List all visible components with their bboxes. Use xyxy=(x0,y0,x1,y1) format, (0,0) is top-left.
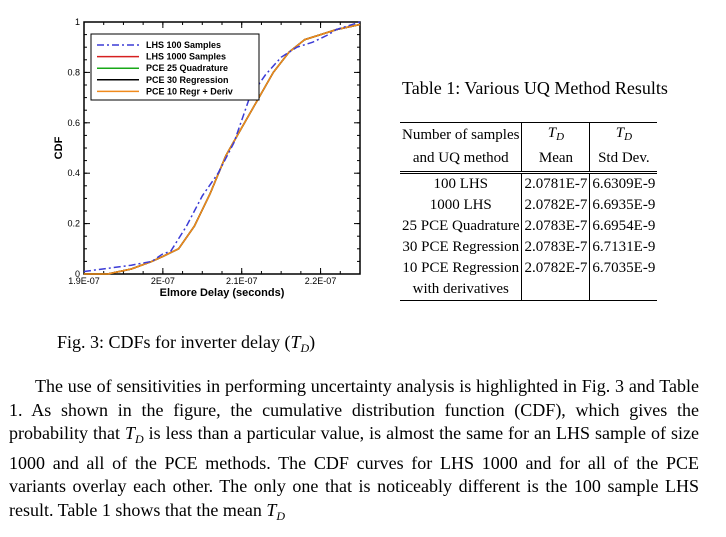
cell-std: 6.7131E-9 xyxy=(589,237,658,258)
y-tick-label: 1 xyxy=(75,17,80,27)
cell-method: 100 LHS xyxy=(433,176,489,192)
table-header-row: Number of samples TD TD xyxy=(400,122,658,148)
header-std-subscript: D xyxy=(624,131,633,143)
legend-label: PCE 25 Quadrature xyxy=(146,63,228,73)
cell-mean: 2.0782E-7 xyxy=(521,258,590,279)
figure-caption-symbol: T xyxy=(290,332,301,352)
legend-label: LHS 1000 Samples xyxy=(146,52,226,62)
series-line xyxy=(84,23,361,275)
cell-mean: 2.0783E-7 xyxy=(521,216,590,237)
cell-std xyxy=(589,279,658,301)
cell-std: 6.7035E-9 xyxy=(589,258,658,279)
cell-std: 6.6954E-9 xyxy=(589,216,658,237)
cell-mean: 2.0781E-7 xyxy=(521,172,590,195)
body-subscript-2: D xyxy=(276,508,286,523)
figure-caption-prefix: Fig. 3: CDFs for inverter delay ( xyxy=(57,332,291,352)
figure-caption-suffix: ) xyxy=(309,332,316,352)
body-text-part2: is less than a particular value, is almo… xyxy=(9,423,699,520)
header-method-line1: Number of samples xyxy=(400,122,522,148)
header-mean-subscript: D xyxy=(556,131,565,143)
table-caption: Table 1: Various UQ Method Results xyxy=(402,78,668,98)
header-method-line2: and UQ method xyxy=(400,148,522,174)
figure-caption-subscript: D xyxy=(300,341,310,355)
table-row: 1000 LHS 2.0782E-7 6.6935E-9 xyxy=(400,195,658,216)
cell-method: 1000 LHS xyxy=(429,197,492,213)
table-row: 100 LHS 2.0781E-7 6.6309E-9 xyxy=(400,172,658,195)
y-tick-label: 0.4 xyxy=(67,168,80,178)
x-axis-title: Elmore Delay (seconds) xyxy=(160,287,285,299)
body-paragraph: The use of sensitivities in performing u… xyxy=(9,375,699,528)
cell-method: 25 PCE Quadrature xyxy=(402,218,520,234)
cell-method: 30 PCE Regression xyxy=(402,239,520,255)
cell-std: 6.6309E-9 xyxy=(589,172,658,195)
y-tick-label: 0.8 xyxy=(67,67,80,77)
x-tick-label: 2.1E-07 xyxy=(226,276,258,286)
body-subscript-1: D xyxy=(135,432,144,446)
series-line xyxy=(83,21,361,273)
cell-std: 6.6935E-9 xyxy=(589,195,658,216)
y-axis-title: CDF xyxy=(53,136,65,159)
body-text: The use of sensitivities in performing u… xyxy=(9,375,699,528)
x-tick-label: 2.2E-07 xyxy=(305,276,337,286)
header-mean-line1: TD xyxy=(521,122,590,148)
legend-label: PCE 10 Regr + Deriv xyxy=(146,86,233,96)
header-mean-line2: Mean xyxy=(521,148,590,174)
y-tick-label: 0 xyxy=(75,269,80,279)
legend-label: PCE 30 Regression xyxy=(146,75,229,85)
header-std-line1: TD xyxy=(589,122,658,148)
body-symbol-2: T xyxy=(266,499,277,520)
header-std-symbol: T xyxy=(615,125,625,141)
table-header-row: and UQ method Mean Std Dev. xyxy=(400,148,658,174)
uq-results-table: Number of samples TD TD and UQ method Me… xyxy=(400,122,658,301)
cell-method: with derivatives xyxy=(400,279,522,301)
x-tick-label: 2E-07 xyxy=(151,276,175,286)
cell-method: 10 PCE Regression xyxy=(402,260,520,276)
y-tick-label: 0.6 xyxy=(67,118,80,128)
cell-mean xyxy=(521,279,590,301)
header-mean-symbol: T xyxy=(547,125,557,141)
x-tick-label: 1.9E-07 xyxy=(68,276,100,286)
table-row: with derivatives xyxy=(400,279,658,301)
legend-label: LHS 100 Samples xyxy=(146,40,221,50)
figure-caption: Fig. 3: CDFs for inverter delay (TD) xyxy=(57,332,315,356)
y-tick-label: 0.2 xyxy=(67,219,80,229)
cell-mean: 2.0782E-7 xyxy=(521,195,590,216)
body-symbol-1: T xyxy=(124,423,135,443)
cdf-chart: 0 0.2 0.4 0.6 0.8 1 1.9E-07 2E-07 2.1E-07 2.2E-07… xyxy=(53,17,361,299)
cell-mean: 2.0783E-7 xyxy=(521,237,590,258)
table-row: 25 PCE Quadrature 2.0783E-7 6.6954E-9 xyxy=(400,216,658,237)
table-row: 10 PCE Regression 2.0782E-7 6.7035E-9 xyxy=(400,258,658,279)
body-text-part1: The use of sensitivities in performing u… xyxy=(9,376,699,443)
header-std-line2: Std Dev. xyxy=(589,148,658,174)
table-row: 30 PCE Regression 2.0783E-7 6.7131E-9 xyxy=(400,237,658,258)
